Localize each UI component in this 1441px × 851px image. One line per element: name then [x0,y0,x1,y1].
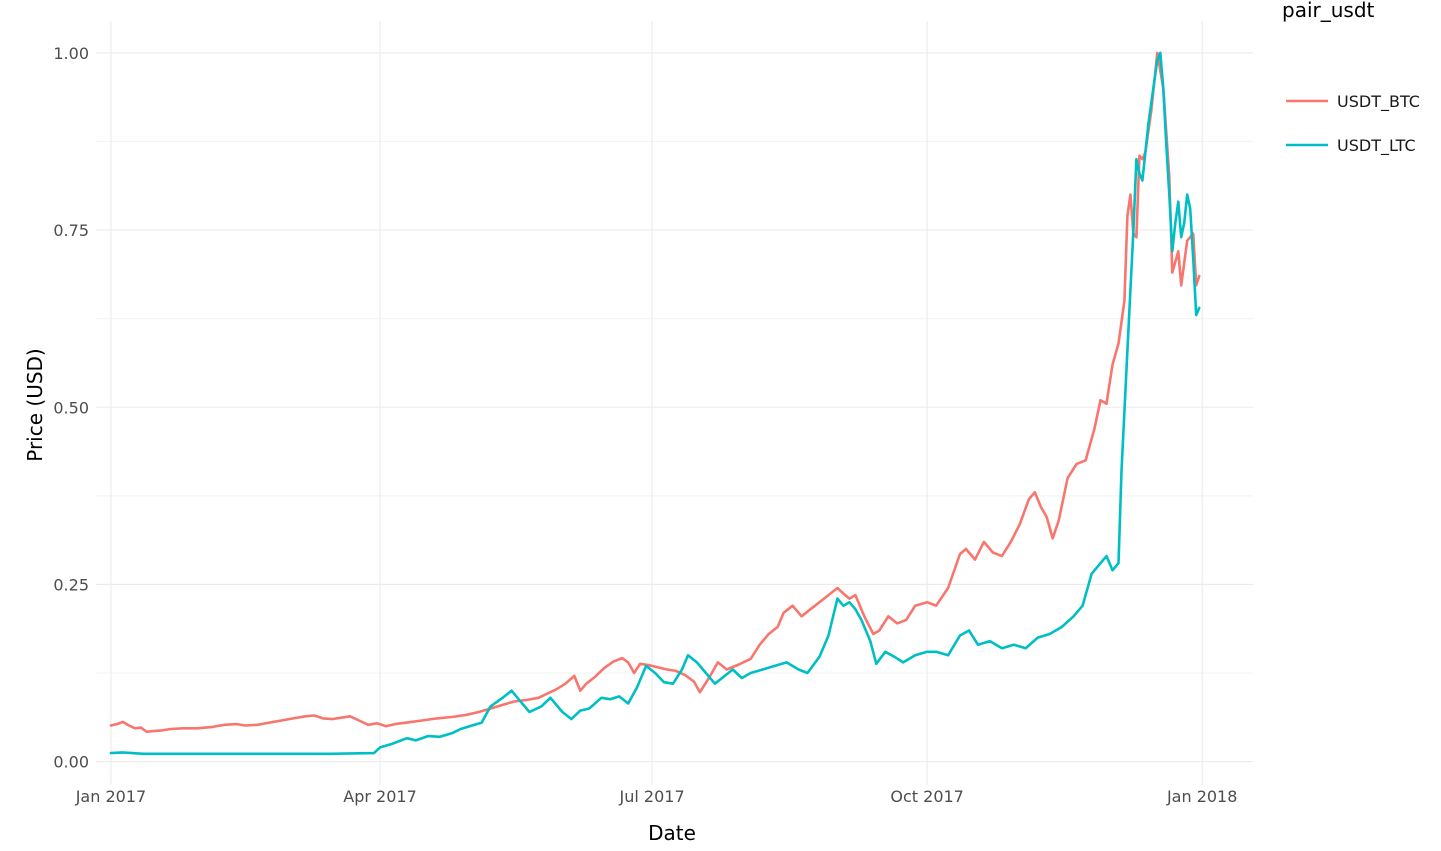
y-axis-title: Price (USD) [23,348,47,462]
x-tick-label: Jan 2017 [75,787,146,806]
series-line-usdt-ltc [109,51,1201,756]
y-tick-label: 1.00 [53,44,89,63]
legend-label-usdt-ltc: USDT_LTC [1337,136,1416,156]
legend: pair_usdt USDT_BTC USDT_LTC [1282,0,1420,156]
grid-lines [96,21,1253,785]
x-axis-tick-labels: Jan 2017 Apr 2017 Jul 2017 Oct 2017 Jan 2018 [75,787,1238,806]
legend-label-usdt-btc: USDT_BTC [1337,92,1420,112]
series-lines [109,51,1201,756]
y-tick-label: 0.50 [53,398,89,417]
y-tick-label: 0.25 [53,575,89,594]
legend-title: pair_usdt [1282,0,1375,22]
y-tick-label: 0.00 [53,753,89,772]
y-tick-label: 0.75 [53,221,89,240]
series-line-usdt-btc [109,51,1201,734]
y-axis-tick-labels: 0.00 0.25 0.50 0.75 1.00 [53,44,89,772]
x-tick-label: Apr 2017 [343,787,416,806]
x-axis-title: Date [648,821,696,845]
x-tick-label: Jan 2018 [1166,787,1237,806]
x-tick-label: Oct 2017 [890,787,963,806]
x-tick-label: Jul 2017 [619,787,685,806]
